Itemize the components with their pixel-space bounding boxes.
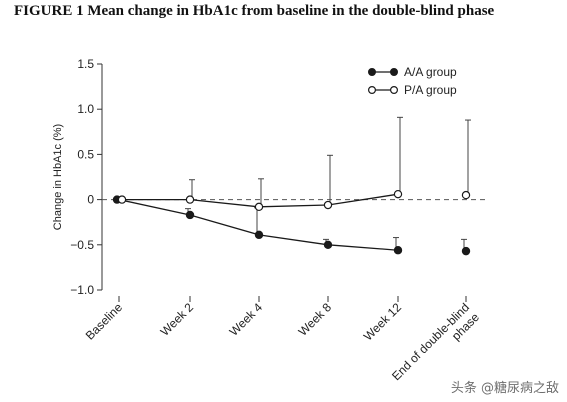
data-point-pa [461,190,471,200]
legend-marker [390,85,399,94]
y-tick-label: −0.5 [70,238,94,252]
data-point-pa [393,189,403,199]
x-tick-label: Week 2 [158,300,197,339]
data-point-aa [185,210,195,220]
x-tick-label: Week 8 [296,300,335,339]
y-tick-label: 0.5 [77,147,94,161]
legend-label: P/A group [404,83,457,97]
figure-title: FIGURE 1 Mean change in HbA1c from basel… [14,3,494,20]
legend-marker [368,67,377,76]
y-tick-label: 0 [87,193,94,207]
data-point-pa [323,200,333,210]
data-point-pa [185,195,195,204]
y-axis-title: Change in HbA1c (%) [52,124,64,230]
legend-label: A/A group [404,65,457,79]
legend-marker [368,85,377,94]
x-tick-label: Week 12 [361,300,404,343]
legend-marker [390,67,399,76]
x-tick-label: Week 4 [227,300,266,339]
data-point-aa [461,246,471,256]
y-tick-label: −1.0 [70,283,94,297]
data-point-aa [323,240,333,249]
data-point-aa [393,246,403,255]
y-tick-label: 1.5 [77,57,94,71]
data-point-pa [254,202,264,212]
y-tick-label: 1.0 [77,102,94,116]
figure-label: FIGURE 1 [14,3,84,19]
x-tick-label: Baseline [83,300,126,343]
watermark: 头条 @糖尿病之敌 [450,381,559,396]
data-point-pa [117,195,127,204]
data-point-aa [254,230,264,240]
figure-caption: Mean change in HbA1c from baseline in th… [87,3,495,19]
